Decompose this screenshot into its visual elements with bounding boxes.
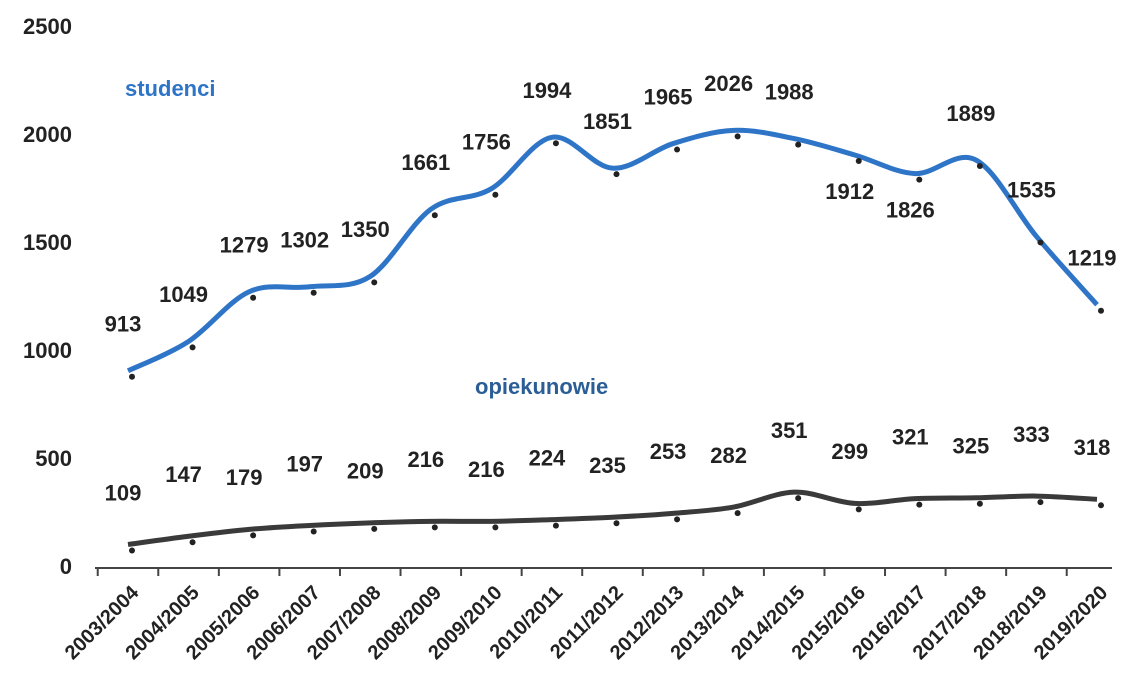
point	[371, 279, 378, 286]
point	[734, 510, 741, 517]
data-label: 1302	[280, 228, 329, 253]
y-tick-label: 0	[60, 554, 72, 579]
data-label: 1889	[946, 101, 995, 126]
point	[916, 176, 923, 183]
point	[371, 525, 378, 532]
y-tick-label: 500	[35, 446, 72, 471]
data-label: 216	[407, 447, 444, 472]
point	[431, 212, 438, 219]
data-label: 299	[831, 439, 868, 464]
point	[310, 528, 317, 535]
series-label: opiekunowie	[475, 374, 608, 399]
data-label: 351	[771, 418, 808, 443]
point	[250, 532, 257, 539]
data-label: 224	[529, 445, 566, 470]
point	[1037, 499, 1044, 506]
series-label: studenci	[125, 76, 215, 101]
point	[734, 133, 741, 140]
series-line	[126, 127, 1099, 374]
data-label: 2026	[704, 71, 753, 96]
point	[552, 140, 559, 147]
point	[855, 158, 862, 165]
data-label: 147	[165, 462, 202, 487]
point	[976, 500, 983, 507]
y-tick-label: 1000	[23, 338, 72, 363]
point	[674, 516, 681, 523]
point	[492, 524, 499, 531]
point	[613, 520, 620, 527]
point	[916, 501, 923, 508]
data-label: 321	[892, 424, 929, 449]
data-label: 1988	[765, 79, 814, 104]
data-label: 235	[589, 453, 626, 478]
point	[129, 547, 135, 554]
point	[613, 171, 620, 178]
data-label: 1965	[644, 84, 693, 109]
series-line	[127, 489, 1098, 547]
data-label: 1912	[825, 179, 874, 204]
point	[189, 344, 196, 351]
point	[795, 495, 802, 502]
data-label: 209	[347, 459, 384, 484]
point	[310, 289, 317, 296]
point	[855, 506, 862, 513]
data-label: 1049	[159, 282, 208, 307]
data-label: 282	[710, 443, 747, 468]
point	[1098, 307, 1104, 314]
data-label: 1661	[401, 150, 450, 175]
data-label: 318	[1074, 435, 1111, 460]
data-label: 1219	[1068, 246, 1117, 271]
data-label: 325	[953, 434, 990, 459]
point	[250, 294, 257, 301]
data-label: 913	[105, 312, 142, 337]
point	[976, 162, 983, 169]
data-label: 333	[1013, 422, 1050, 447]
data-label: 1826	[886, 197, 935, 222]
data-label: 1535	[1007, 177, 1056, 202]
point	[1037, 239, 1044, 246]
point	[1098, 502, 1104, 509]
data-label: 216	[468, 457, 505, 482]
point	[189, 539, 196, 546]
data-label: 109	[105, 480, 142, 505]
data-label: 1350	[341, 217, 390, 242]
data-label: 1756	[462, 130, 511, 155]
point	[129, 373, 135, 380]
y-tick-label: 1500	[23, 230, 72, 255]
data-label: 1851	[583, 109, 632, 134]
point	[492, 191, 499, 198]
data-label: 1994	[522, 78, 572, 103]
data-label: 197	[286, 451, 323, 476]
point	[674, 146, 681, 153]
y-tick-label: 2000	[23, 122, 72, 147]
point	[552, 522, 559, 529]
data-label: 179	[226, 465, 263, 490]
y-tick-label: 2500	[23, 14, 72, 39]
point	[795, 141, 802, 148]
data-label: 253	[650, 439, 687, 464]
data-label: 1279	[220, 233, 269, 258]
point	[431, 524, 438, 531]
